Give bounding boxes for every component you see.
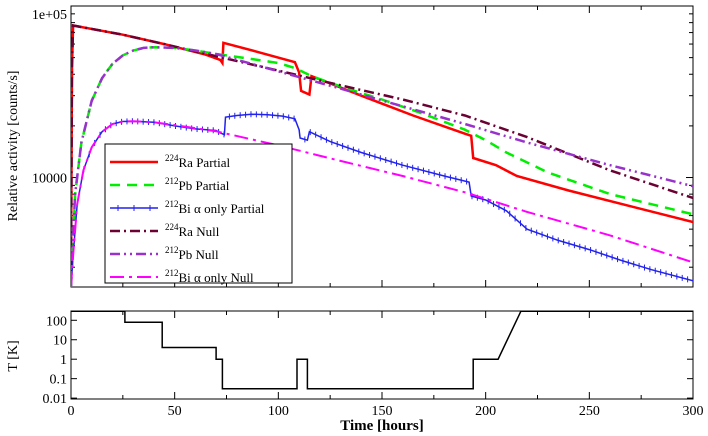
activity-y-tick-label: 1e+05 — [32, 8, 67, 23]
time-x-axis-label: Time [hours] — [340, 418, 423, 434]
activity-y-tick-label: 10000 — [32, 172, 67, 187]
temperature-axis-ticks — [70, 311, 694, 399]
temperature-plot-frame — [70, 310, 694, 400]
temperature-y-tick-label: 0.01 — [43, 392, 68, 407]
legend-series-name: Ra Partial — [179, 155, 231, 170]
temperature-y-tick-label: 0.1 — [50, 373, 68, 388]
temperature-panel: 100 10 1 0.1 0.01 0 50 100 150 200 250 300 T [K] T… — [6, 310, 704, 434]
legend-isotope-number: 212 — [165, 199, 179, 209]
series-line-212-pb-null — [71, 45, 693, 287]
legend-isotope-number: 212 — [165, 245, 179, 255]
time-x-tick-label: 300 — [683, 404, 704, 419]
time-x-tick-labels: 0 50 100 150 200 250 300 — [68, 404, 704, 419]
series-line-224-ra-null — [71, 24, 693, 268]
legend-label-212-pb-null: 212Pb Null — [165, 245, 219, 262]
legend-box — [104, 143, 293, 284]
legend-isotope-number: 224 — [165, 153, 179, 163]
series-line-212-pb-partial — [71, 45, 693, 287]
temperature-y-tick-labels: 100 10 1 0.1 0.01 — [43, 314, 68, 407]
legend-isotope-number: 212 — [165, 176, 179, 186]
time-x-tick-label: 0 — [68, 404, 75, 419]
temperature-y-tick-label: 1 — [60, 353, 67, 368]
legend-label-224-ra-partial: 224Ra Partial — [165, 153, 231, 170]
legend-isotope-number: 212 — [165, 268, 179, 278]
temperature-y-tick-label: 10 — [53, 334, 67, 349]
activity-axis-ticks — [70, 6, 694, 287]
time-x-tick-label: 200 — [475, 404, 496, 419]
legend-label-212-bi-only-null: 212Bi α only Null — [165, 268, 254, 285]
legend-isotope-number: 224 — [165, 222, 179, 232]
legend-series-name: Bi α only Partial — [179, 201, 265, 216]
time-x-tick-label: 150 — [372, 404, 393, 419]
activity-series-group — [71, 24, 693, 287]
legend-series-name: Bi α only Null — [179, 270, 254, 285]
activity-y-axis-label: Relative activity [counts/s] — [6, 71, 21, 222]
legend-label-224-ra-null: 224Ra Null — [165, 222, 220, 239]
time-x-tick-label: 100 — [268, 404, 289, 419]
activity-y-tick-labels: 1e+05 10000 — [32, 8, 67, 187]
series-line-212-bi-only-null — [71, 120, 693, 287]
legend-series-name: Pb Partial — [179, 178, 230, 193]
legend-label-212-bi-only-partial: 212Bi α only Partial — [165, 199, 265, 216]
temperature-series-line — [71, 310, 693, 390]
legend-label-212-pb-partial: 212Pb Partial — [165, 176, 230, 193]
time-x-tick-label: 50 — [168, 404, 182, 419]
legend-series-name: Ra Null — [179, 224, 220, 239]
time-x-tick-label: 250 — [579, 404, 600, 419]
temperature-y-axis-label: T [K] — [6, 340, 21, 371]
legend-series-name: Pb Null — [179, 247, 219, 262]
temperature-series-group — [71, 310, 693, 390]
temperature-y-tick-label: 100 — [46, 314, 67, 329]
